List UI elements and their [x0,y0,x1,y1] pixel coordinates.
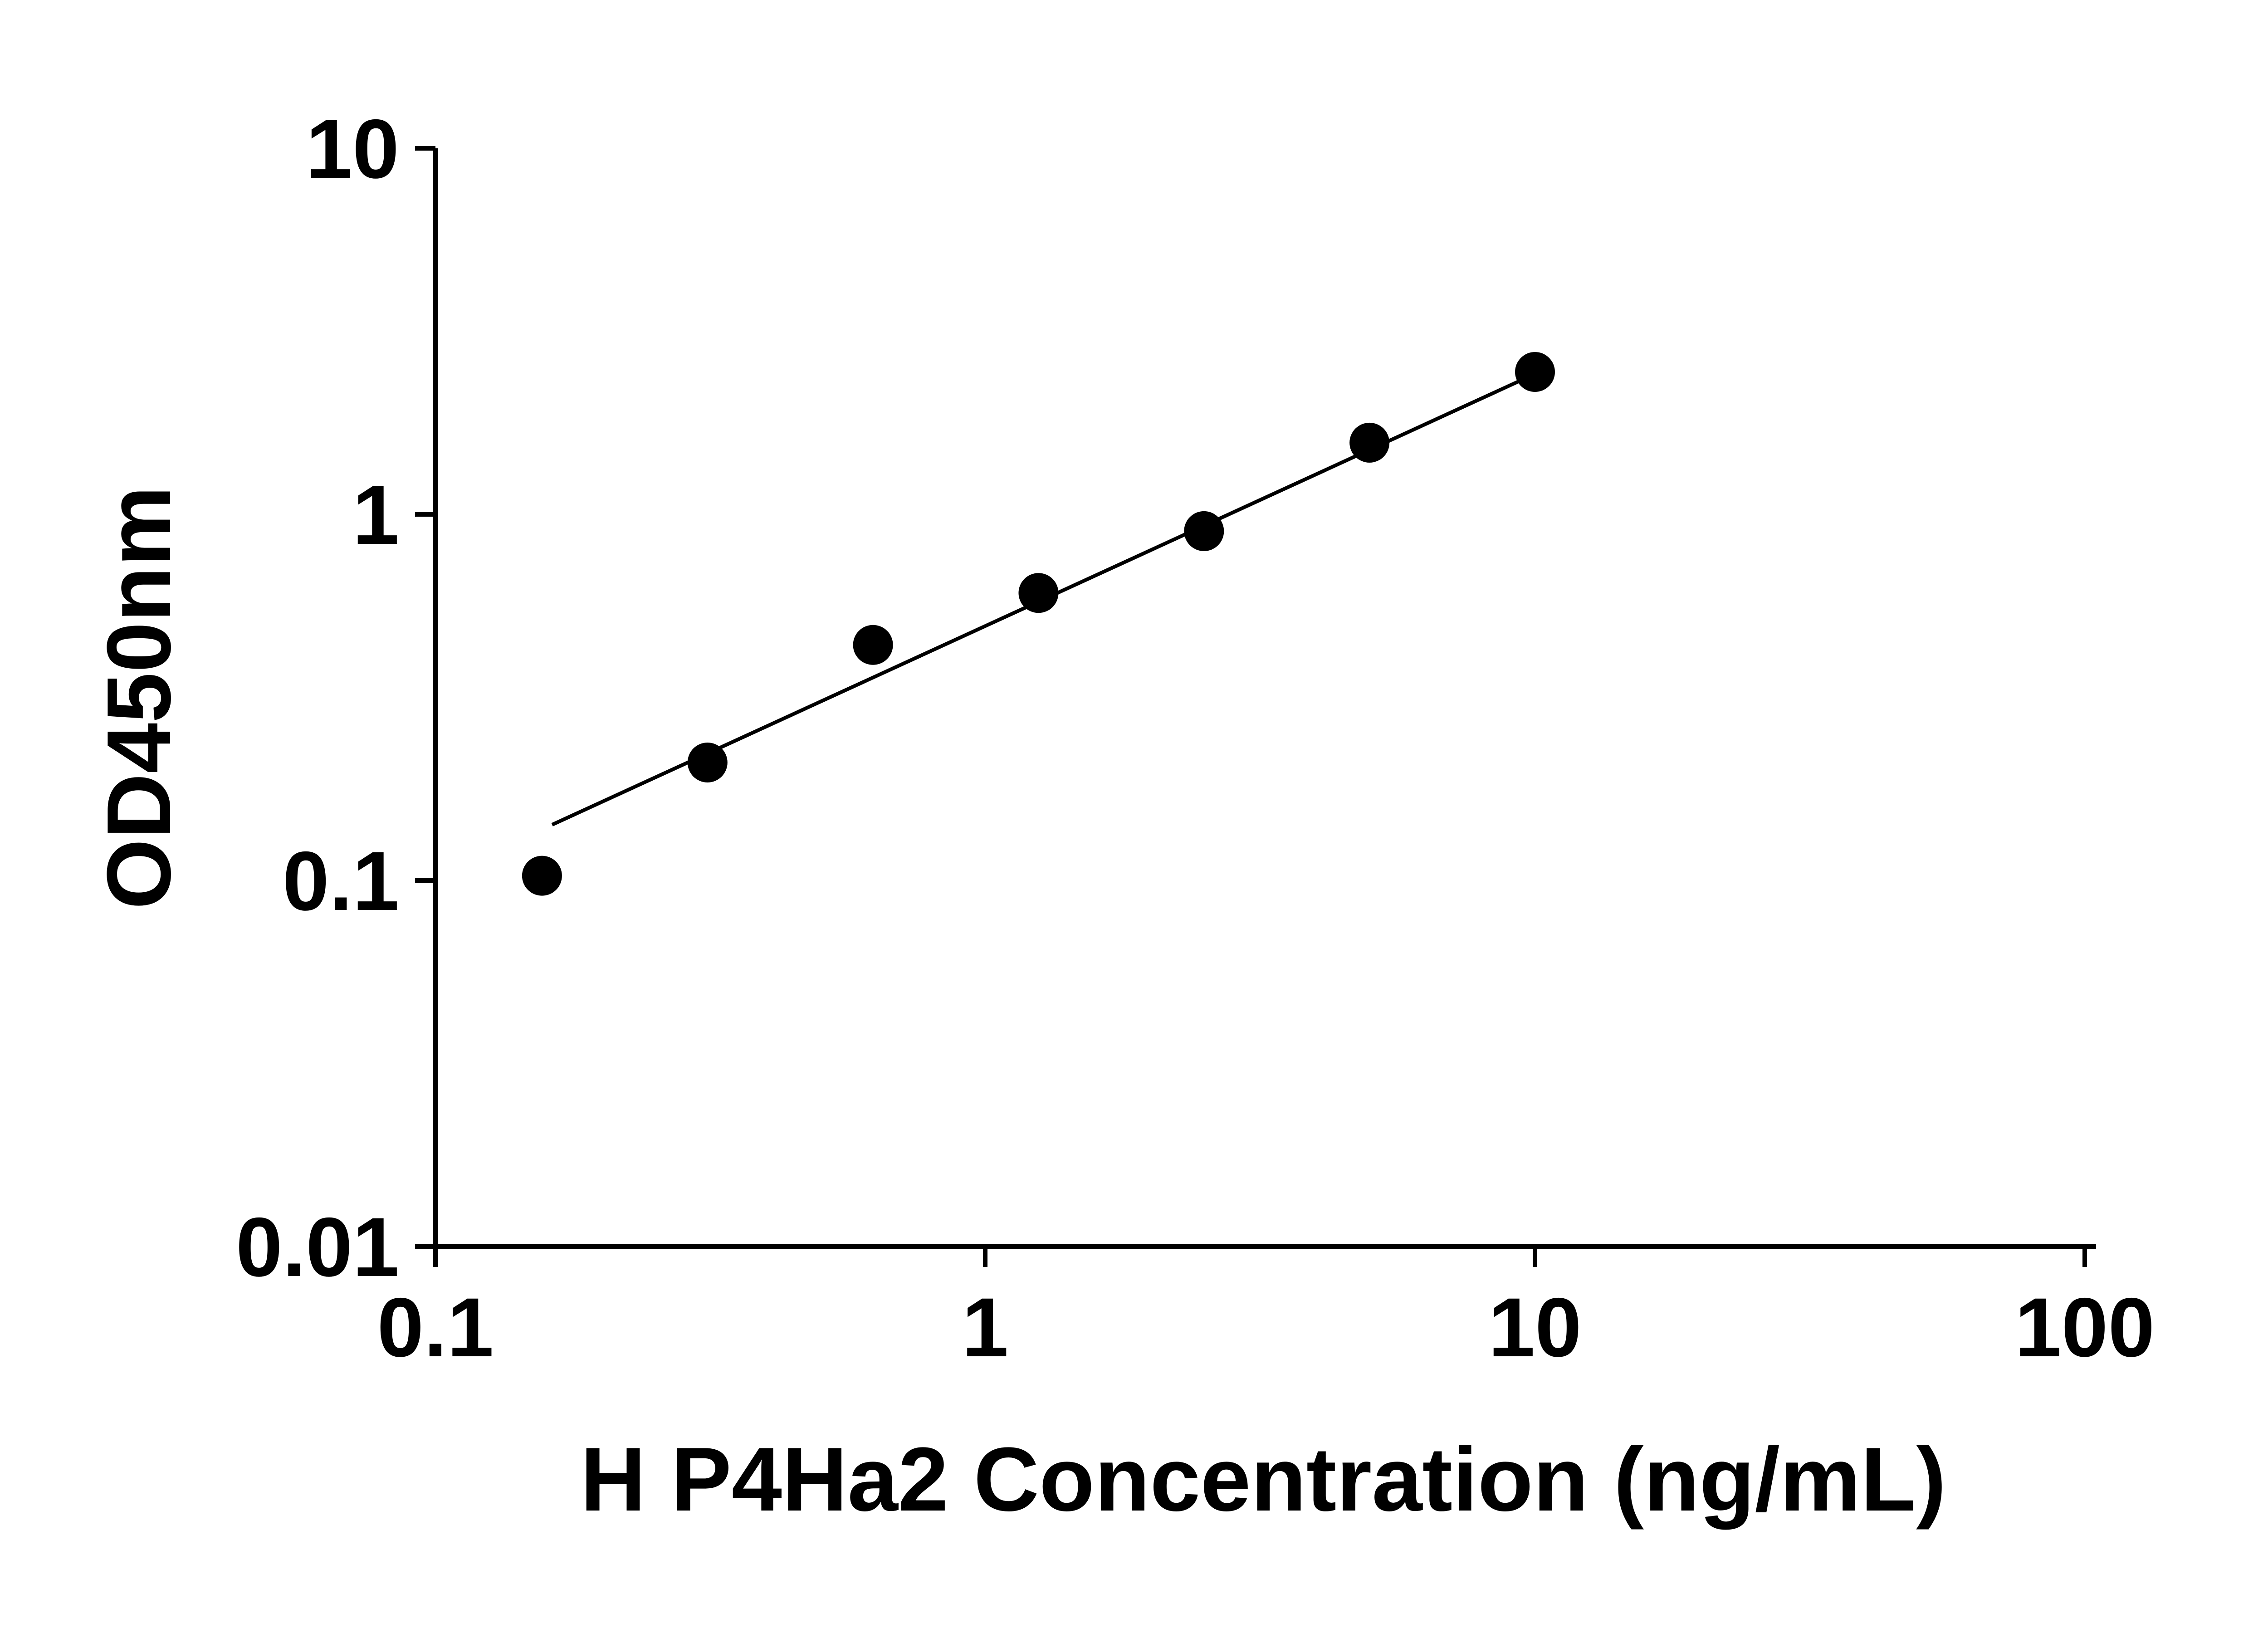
data-point [1018,573,1059,613]
x-axis-title: H P4Ha2 Concentration (ng/mL) [580,1429,1946,1530]
y-tick-label: 10 [306,103,399,196]
x-tick-label: 1 [962,1281,1009,1374]
data-point [1184,511,1224,551]
data-point [1349,422,1390,463]
y-tick-label: 0.1 [283,835,399,928]
y-tick-label: 0.01 [236,1201,399,1294]
data-point [522,856,562,896]
x-tick-label: 10 [1488,1281,1582,1374]
y-tick-label: 1 [352,469,399,562]
x-tick-label: 0.1 [377,1281,494,1374]
data-point [853,625,893,665]
data-point [1515,352,1555,392]
data-point [687,742,728,782]
y-axis-title: OD450nm [88,486,190,909]
x-tick-label: 100 [2015,1281,2155,1374]
